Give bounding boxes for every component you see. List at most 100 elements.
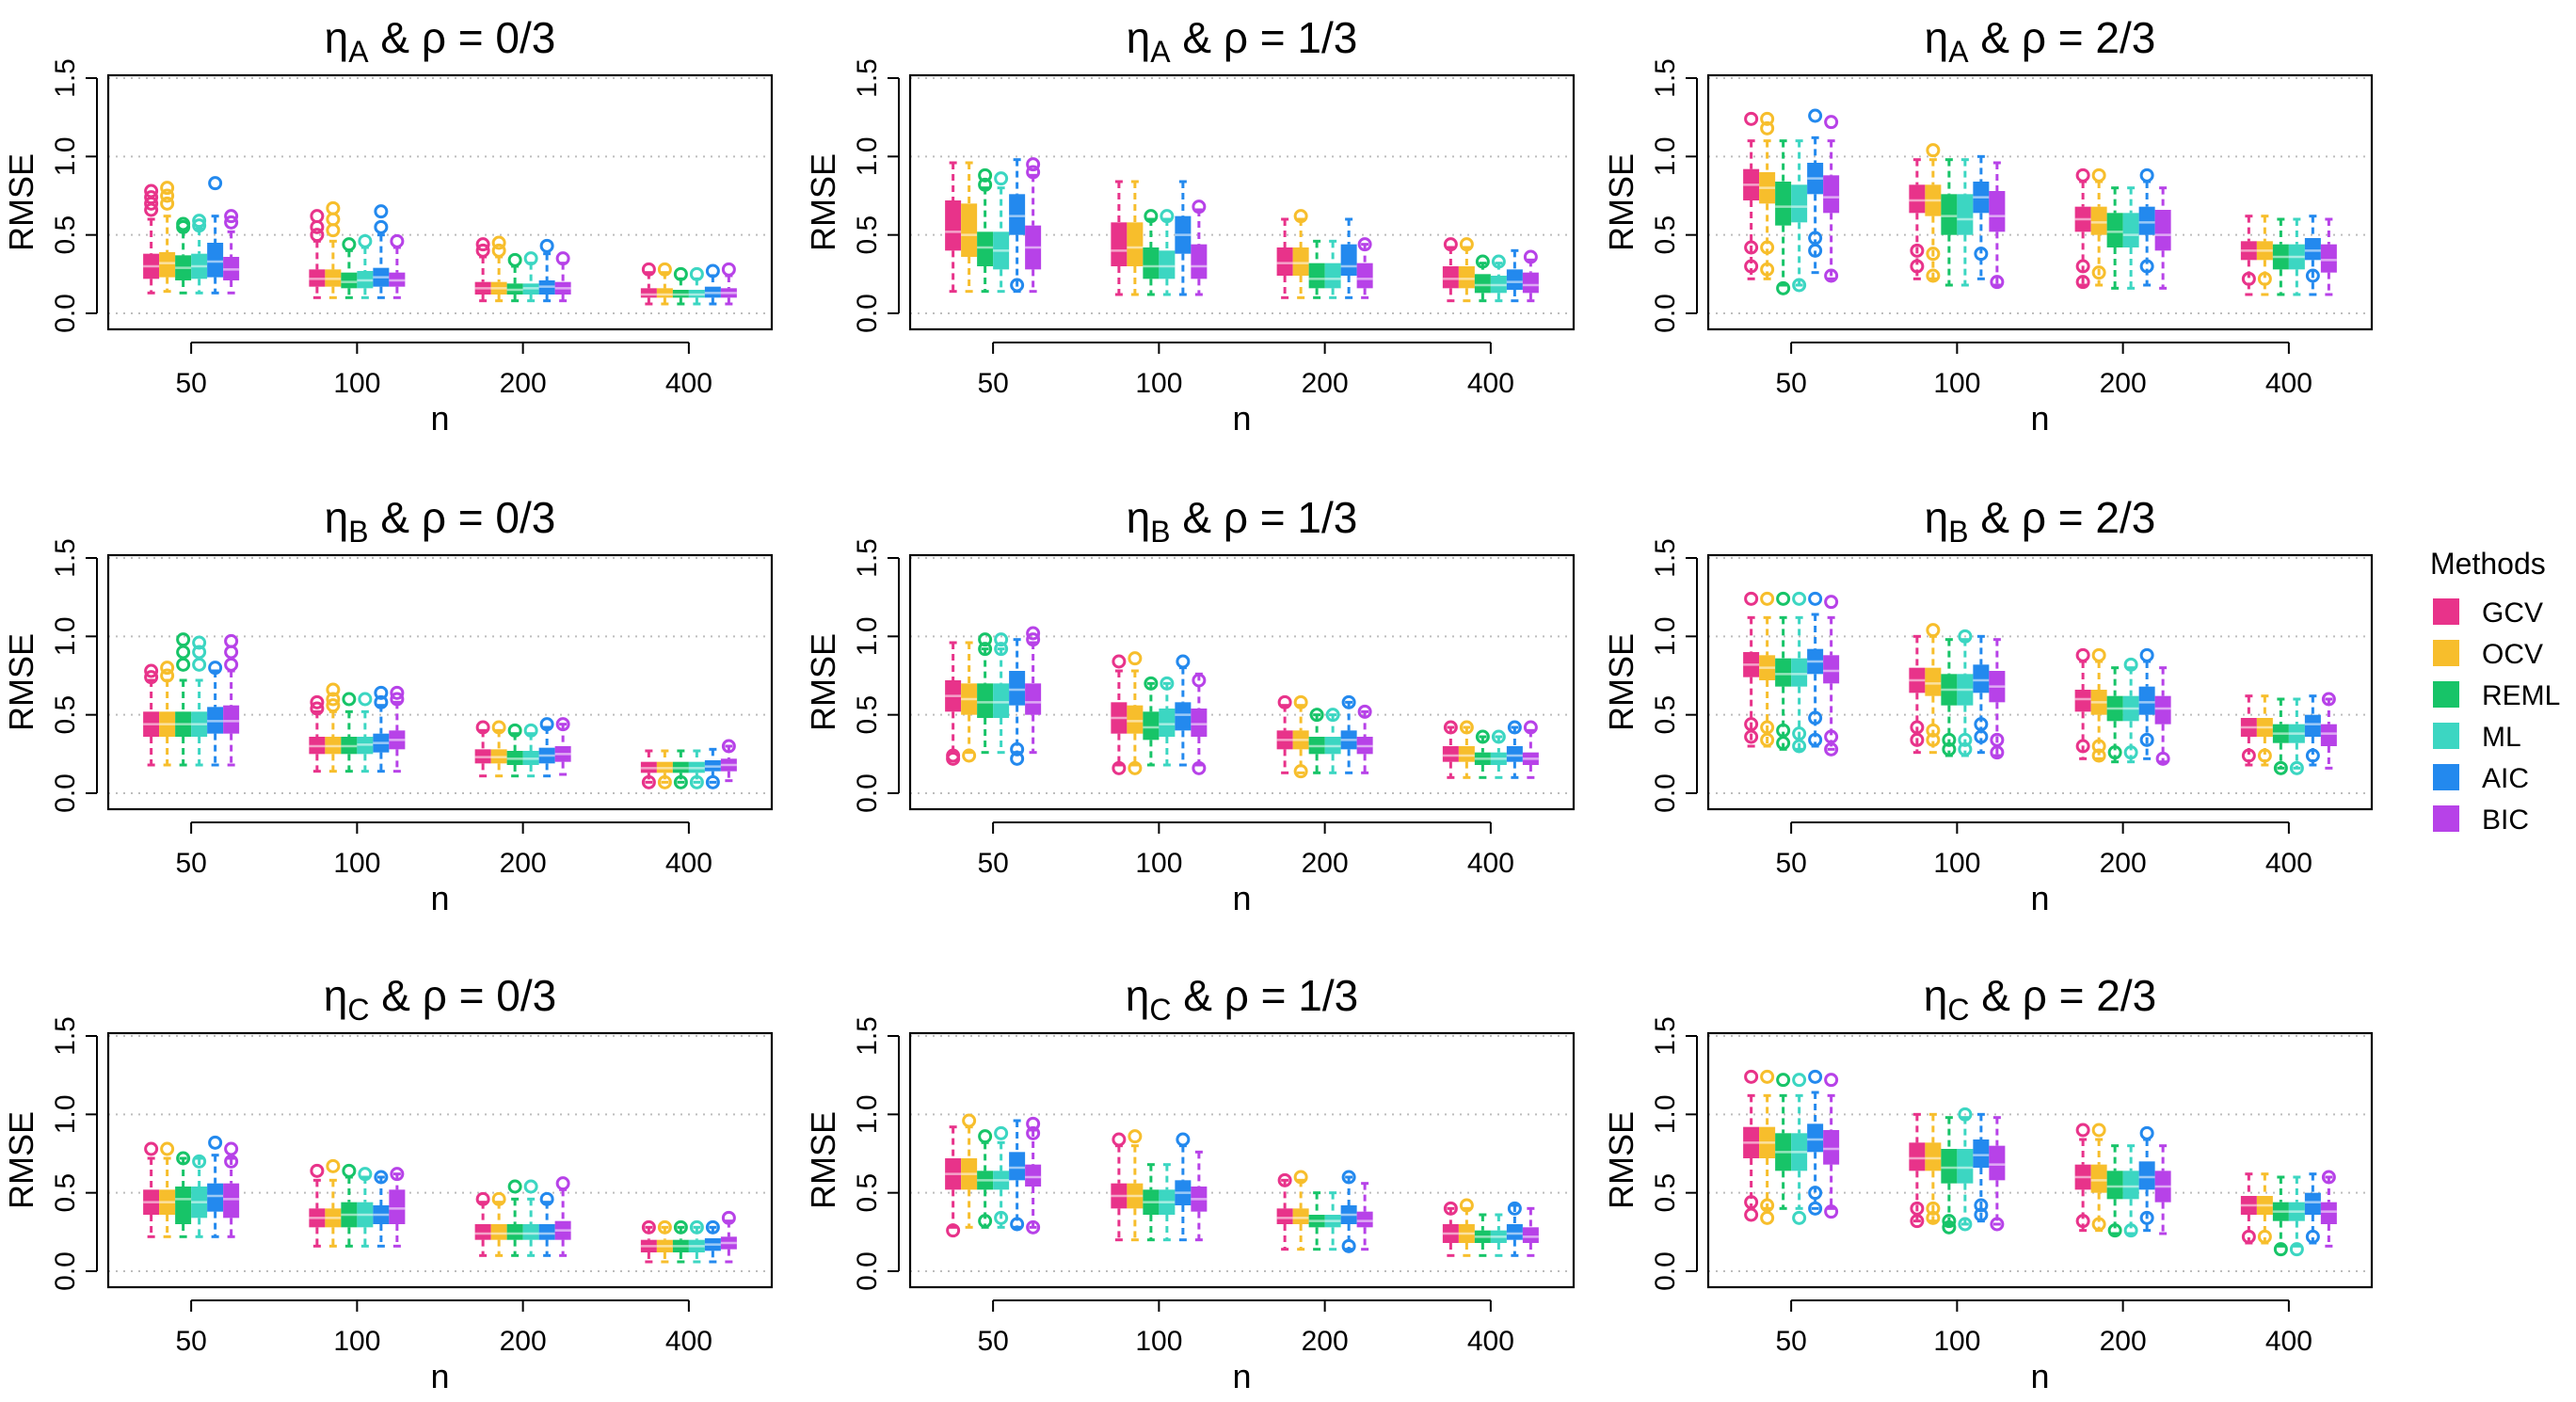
outlier-point: [962, 748, 977, 763]
box-aic: [1506, 248, 1523, 303]
box-gcv: [2240, 1172, 2257, 1245]
panel-title: ηC & ρ = 0/3: [324, 971, 556, 1027]
box-gcv: [1276, 694, 1293, 774]
box-ml: [357, 233, 374, 299]
box-reml: [1143, 676, 1160, 767]
outlier-point: [1808, 591, 1823, 606]
x-tick-label: 200: [2100, 1326, 2147, 1357]
box-bic: [2320, 217, 2337, 296]
x-tick-label: 100: [1135, 368, 1182, 399]
outlier-point: [1776, 736, 1791, 751]
outlier-point: [475, 720, 490, 735]
outlier-point: [310, 219, 325, 234]
outlier-point: [1026, 165, 1041, 180]
box-ml: [1957, 1107, 1974, 1232]
panel-title: ηB & ρ = 0/3: [325, 493, 556, 549]
box-gcv: [2240, 215, 2257, 296]
outlier-point: [390, 685, 405, 700]
outlier-point: [208, 661, 223, 676]
box-ml: [357, 692, 374, 773]
box-aic: [2304, 1172, 2321, 1245]
box-body: [2106, 213, 2123, 247]
box-ocv: [1759, 1069, 1776, 1225]
y-axis-label: RMSE: [1602, 633, 1640, 731]
y-tick-label: 0.5: [50, 695, 81, 735]
title-eta: η: [1924, 971, 1948, 1020]
x-tick-label: 50: [977, 1326, 1008, 1357]
x-tick-label: 50: [175, 848, 206, 879]
outlier-point: [994, 632, 1009, 647]
box-bic: [1356, 237, 1373, 299]
box-gcv: [2074, 647, 2091, 760]
y-tick-label: 1.5: [50, 58, 81, 98]
outlier-point: [2075, 1123, 2090, 1138]
outlier-point: [2139, 647, 2154, 662]
outlier-point: [1958, 1217, 1973, 1232]
box-ml: [2122, 657, 2139, 764]
box-bic: [1522, 1206, 1539, 1257]
outlier-point: [2241, 271, 2256, 286]
box-body: [175, 1187, 192, 1224]
outlier-point: [208, 1135, 223, 1150]
legend-item-aic: AIC: [2433, 763, 2529, 794]
box-body: [490, 1224, 507, 1240]
box-body: [1506, 746, 1523, 762]
panel-frame: [106, 553, 774, 811]
outlier-point: [176, 1151, 191, 1166]
box-ocv: [961, 161, 978, 294]
legend-item-ocv: OCV: [2433, 639, 2543, 670]
box-ocv: [1458, 1198, 1475, 1257]
outlier-point: [1277, 694, 1292, 709]
box-ml: [1490, 729, 1507, 779]
box-aic: [373, 204, 390, 299]
x-tick-label: 100: [333, 1326, 380, 1357]
outlier-point: [1824, 1204, 1839, 1219]
y-tick-label: 1.5: [1650, 538, 1681, 578]
outlier-point: [1026, 632, 1041, 647]
box-reml: [1308, 708, 1325, 774]
box-ml: [191, 635, 208, 767]
box-gcv: [1442, 237, 1459, 303]
outlier-point: [1443, 720, 1458, 735]
box-body: [2320, 1202, 2337, 1224]
legend-label: REML: [2482, 680, 2560, 711]
outlier-point: [475, 237, 490, 252]
outlier-point: [358, 233, 373, 248]
box-body: [2138, 206, 2155, 235]
outlier-point: [1824, 741, 1839, 757]
outlier-point: [1942, 741, 1957, 757]
title-eta: η: [1925, 493, 1949, 542]
x-axis-label: n: [1232, 1357, 1251, 1395]
outlier-point: [673, 1219, 688, 1235]
box-body: [961, 203, 978, 257]
outlier-point: [1942, 1214, 1957, 1229]
y-tick-label: 0.5: [50, 1173, 81, 1213]
outlier-point: [1824, 1073, 1839, 1088]
x-axis-label: n: [2030, 1357, 2049, 1395]
box-body: [977, 683, 994, 718]
outlier-point: [1744, 1207, 1759, 1222]
outlier-point: [689, 266, 704, 281]
outlier-point: [491, 243, 506, 258]
box-body: [945, 200, 962, 251]
outlier-point: [2139, 259, 2154, 274]
box-gcv: [2074, 167, 2091, 290]
panel-title: ηA & ρ = 1/3: [1127, 13, 1358, 69]
outlier-point: [1760, 732, 1775, 747]
outlier-point: [192, 1154, 207, 1169]
box-body: [1458, 266, 1475, 289]
outlier-point: [1443, 1201, 1458, 1216]
box-body: [1340, 244, 1357, 276]
y-tick-label: 0.0: [852, 1251, 883, 1291]
box-aic: [1807, 1069, 1824, 1216]
box-bic: [1989, 638, 2006, 760]
outlier-point: [705, 263, 720, 279]
box-body: [977, 231, 994, 266]
box-ocv: [159, 181, 176, 294]
box-reml: [672, 749, 689, 789]
title-rest: & ρ = 2/3: [1969, 13, 2156, 62]
outlier-point: [641, 262, 656, 277]
outlier-point: [1792, 278, 1807, 293]
box-body: [2106, 1171, 2123, 1200]
panel-5: ηB & ρ = 1/3 0.0 0.5 1.0 1.5 RMSE 50 100 200 400 n: [804, 493, 1576, 917]
